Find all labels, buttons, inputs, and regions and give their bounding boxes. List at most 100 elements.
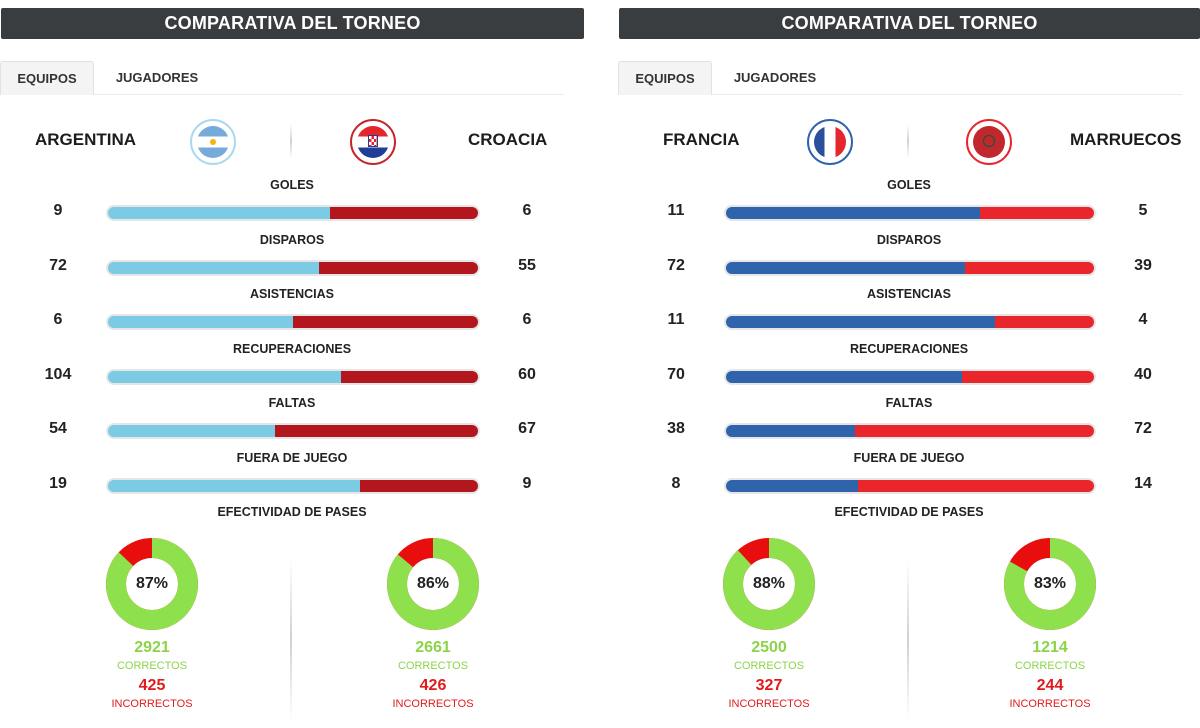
- pass-percentage: 83%: [1033, 575, 1067, 592]
- away-bar-segment: [274, 425, 478, 437]
- stat-label: FUERA DE JUEGO: [236, 450, 348, 465]
- home-bar-segment: [108, 207, 330, 219]
- correct-passes-count: 2661: [415, 639, 451, 656]
- away-bar-segment: [359, 479, 478, 492]
- stat-label: DISPAROS: [876, 232, 942, 247]
- away-stat-value: 14: [1134, 474, 1152, 492]
- passes-divider: [907, 560, 909, 720]
- away-bar-segment: [994, 316, 1094, 328]
- away-stat-value: 72: [1134, 420, 1152, 437]
- correct-passes-slice: [723, 538, 815, 630]
- pass-effectiveness-donut: [723, 538, 815, 630]
- stat-comparison-bar: [726, 316, 1094, 328]
- away-bar-segment: [330, 207, 478, 219]
- team-divider: [290, 124, 292, 158]
- away-team-name: MARRUECOS: [1070, 130, 1182, 149]
- stat-label: FUERA DE JUEGO: [853, 450, 965, 465]
- home-bar-segment: [108, 261, 319, 274]
- passes-label: EFECTIVIDAD DE PASES: [217, 505, 367, 519]
- stat-label: RECUPERACIONES: [232, 341, 352, 356]
- stat-label: GOLES: [270, 178, 314, 192]
- incorrect-passes-label: INCORRECTOS: [111, 698, 193, 710]
- stat-comparison-bar: [726, 370, 1094, 383]
- stat-comparison-bar: [108, 425, 478, 437]
- passes-label: EFECTIVIDAD DE PASES: [834, 505, 984, 519]
- home-team-name: FRANCIA: [663, 130, 740, 149]
- tab-equipos[interactable]: EQUIPOS: [618, 61, 712, 95]
- home-bar-segment: [726, 207, 980, 219]
- panel-header: COMPARATIVA DEL TORNEO: [1, 8, 584, 39]
- home-bar-segment: [108, 316, 293, 328]
- correct-passes-label: CORRECTOS: [1014, 660, 1086, 672]
- pass-percentage: 86%: [416, 575, 450, 592]
- stat-comparison-bar: [108, 261, 478, 274]
- stat-comparison-bar: [726, 261, 1094, 274]
- home-stat-value: 19: [49, 474, 67, 492]
- correct-passes-label: CORRECTOS: [116, 660, 188, 672]
- tab-divider: [712, 94, 1182, 95]
- stat-label: RECUPERACIONES: [849, 341, 969, 356]
- home-stat-value: 104: [44, 365, 72, 383]
- stat-comparison-bar: [726, 479, 1094, 492]
- incorrect-passes-count: 426: [419, 677, 447, 694]
- home-bar-segment: [108, 370, 342, 383]
- incorrect-passes-label: INCORRECTOS: [1009, 698, 1091, 710]
- stat-comparison-bar: [108, 370, 478, 383]
- home-stat-value: 38: [667, 420, 685, 437]
- morocco-flag-icon: [966, 119, 1012, 165]
- away-stat-value: 6: [522, 311, 532, 328]
- away-bar-segment: [293, 316, 478, 328]
- away-stat-value: 39: [1134, 256, 1152, 274]
- tab-jugadores[interactable]: JUGADORES: [115, 70, 199, 85]
- correct-passes-slice: [106, 538, 198, 630]
- home-stat-value: 8: [671, 474, 681, 492]
- home-bar-segment: [726, 370, 962, 383]
- pass-effectiveness-donut: [1004, 538, 1096, 630]
- away-stat-value: 60: [518, 365, 536, 383]
- home-stat-value: 6: [53, 311, 63, 328]
- home-stat-value: 72: [49, 256, 67, 274]
- stat-comparison-bar: [726, 207, 1094, 219]
- incorrect-passes-count: 425: [138, 677, 166, 694]
- away-stat-value: 40: [1134, 365, 1152, 383]
- stat-comparison-bar: [726, 425, 1094, 437]
- correct-passes-label: CORRECTOS: [397, 660, 469, 672]
- tab-jugadores[interactable]: JUGADORES: [733, 70, 817, 85]
- comparison-panel-right: COMPARATIVA DEL TORNEO EQUIPOS JUGADORES…: [618, 0, 1200, 728]
- home-bar-segment: [108, 479, 360, 492]
- away-team-name: CROACIA: [468, 130, 548, 149]
- away-bar-segment: [854, 425, 1094, 437]
- tab-equipos[interactable]: EQUIPOS: [0, 61, 94, 95]
- incorrect-passes-label: INCORRECTOS: [392, 698, 474, 710]
- away-stat-value: 55: [518, 256, 536, 274]
- croatia-flag-icon: [350, 119, 396, 165]
- stat-label: ASISTENCIAS: [866, 287, 952, 301]
- team-divider: [907, 124, 909, 158]
- away-bar-segment: [341, 370, 478, 383]
- away-bar-segment: [961, 370, 1094, 383]
- home-bar-segment: [726, 261, 966, 274]
- home-stat-value: 9: [53, 202, 63, 219]
- away-bar-segment: [965, 261, 1094, 274]
- home-stat-value: 54: [49, 420, 67, 437]
- correct-passes-slice: [387, 538, 479, 630]
- correct-passes-slice: [1004, 538, 1096, 630]
- home-stat-value: 11: [667, 311, 685, 328]
- correct-passes-count: 2921: [134, 639, 170, 656]
- home-bar-segment: [726, 479, 859, 492]
- stat-label: DISPAROS: [259, 232, 325, 247]
- away-stat-value: 5: [1138, 202, 1148, 219]
- home-bar-segment: [108, 425, 275, 437]
- france-flag-icon: [807, 119, 853, 165]
- passes-divider: [290, 560, 292, 720]
- incorrect-passes-count: 327: [755, 677, 783, 694]
- comparison-panel-left: COMPARATIVA DEL TORNEO EQUIPOS JUGADORES…: [0, 0, 584, 728]
- correct-passes-count: 1214: [1032, 639, 1068, 656]
- away-stat-value: 67: [518, 420, 536, 437]
- stat-label: ASISTENCIAS: [249, 287, 335, 301]
- incorrect-passes-count: 244: [1036, 677, 1064, 694]
- incorrect-passes-label: INCORRECTOS: [728, 698, 810, 710]
- stat-comparison-bar: [108, 479, 478, 492]
- stat-label: FALTAS: [268, 396, 316, 410]
- home-stat-value: 11: [667, 202, 685, 219]
